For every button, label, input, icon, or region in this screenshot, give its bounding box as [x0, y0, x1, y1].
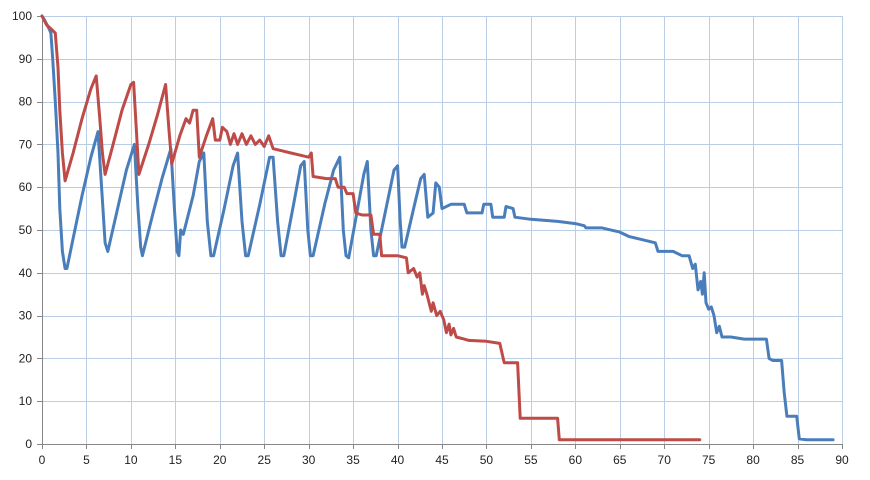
x-tick-label: 45: [435, 453, 449, 467]
y-tick-label: 100: [12, 9, 32, 23]
x-tick-label: 0: [39, 453, 46, 467]
x-tick-label: 10: [124, 453, 138, 467]
x-tick-label: 5: [83, 453, 90, 467]
x-tick-labels: 0 5 10 15 20 25 30 35 40 45 50 55 60 65 70 75 80 85 90: [39, 453, 849, 467]
x-tick-label: 60: [569, 453, 583, 467]
y-tick-label: 40: [19, 266, 33, 280]
series-line-2: [40, 14, 702, 442]
x-tick-label: 25: [258, 453, 272, 467]
axes: [37, 16, 843, 449]
x-tick-label: 15: [169, 453, 183, 467]
x-tick-label: 90: [835, 453, 849, 467]
x-tick-label: 20: [213, 453, 227, 467]
y-tick-label: 80: [19, 95, 33, 109]
x-tick-label: 70: [658, 453, 672, 467]
y-tick-labels: 0 10 20 30 40 50 60 70 80 90 100: [12, 9, 32, 451]
x-tick-label: 50: [480, 453, 494, 467]
x-tick-label: 65: [613, 453, 627, 467]
y-tick-label: 30: [19, 309, 33, 323]
x-tick-label: 75: [702, 453, 716, 467]
y-tick-label: 20: [19, 351, 33, 365]
x-tick-label: 80: [746, 453, 760, 467]
x-tick-label: 30: [302, 453, 316, 467]
y-tick-label: 50: [19, 223, 33, 237]
y-tick-label: 0: [25, 437, 32, 451]
gridlines: [42, 16, 843, 445]
y-tick-label: 60: [19, 180, 33, 194]
x-tick-label: 40: [391, 453, 405, 467]
y-tick-label: 90: [19, 52, 33, 66]
x-tick-label: 55: [524, 453, 538, 467]
series-group: [40, 14, 835, 442]
x-tick-label: 35: [346, 453, 360, 467]
y-tick-label: 70: [19, 137, 33, 151]
x-tick-label: 85: [791, 453, 805, 467]
y-tick-label: 10: [19, 394, 33, 408]
series-line-1: [40, 14, 835, 442]
